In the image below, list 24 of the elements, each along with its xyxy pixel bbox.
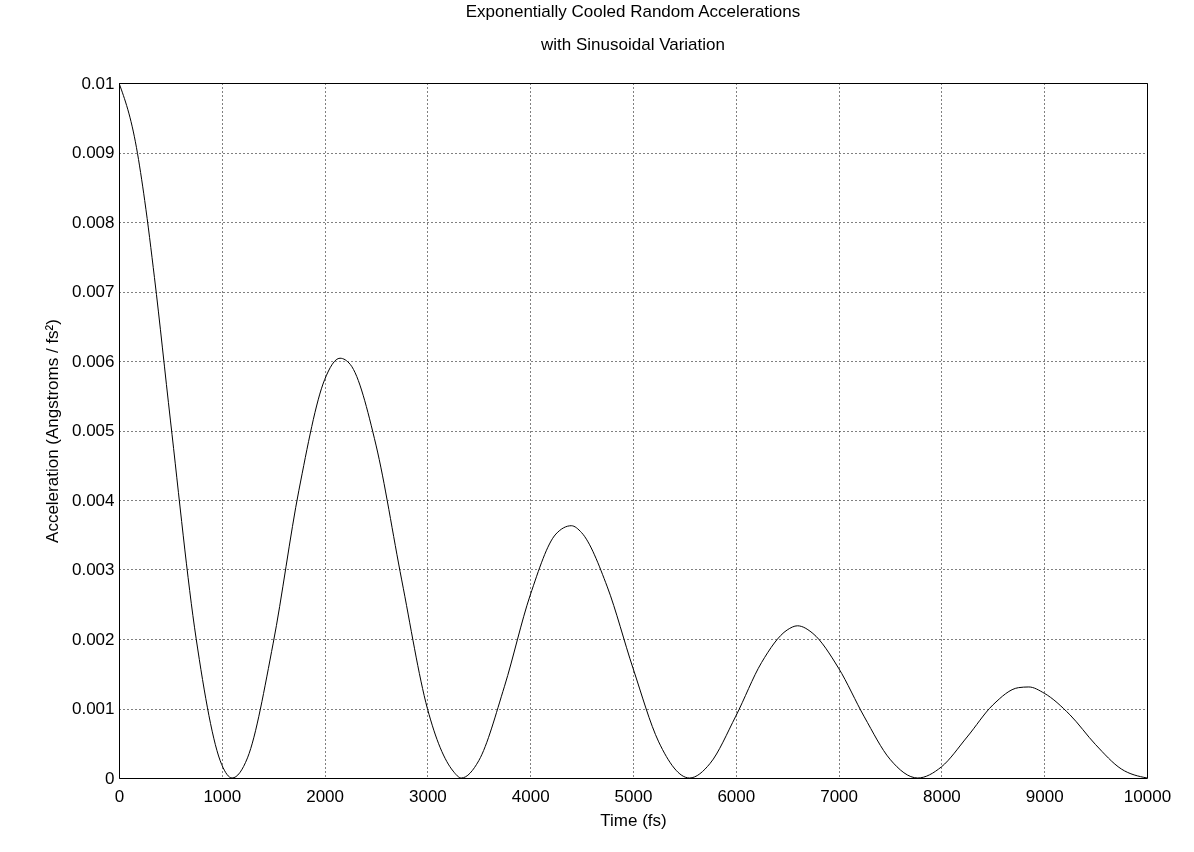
y-tick-label: 0.009: [71, 143, 115, 162]
y-tick-label: 0.008: [71, 212, 115, 232]
x-tick-label: 2000: [306, 786, 345, 806]
x-tick-label: 10000: [1123, 786, 1172, 806]
y-tick-label: 0.002: [71, 629, 115, 649]
x-tick-label: 3000: [408, 786, 447, 806]
y-tick-label: 0.005: [71, 421, 115, 440]
chart-title: Exponentially Cooled Random Accelerations with Sinusoidal Variation: [465, 2, 801, 54]
x-tick-label: 5000: [614, 786, 653, 806]
x-tick-label: 1000: [203, 786, 242, 806]
y-tick-label: 0.003: [71, 560, 115, 579]
y-tick-label: 0.001: [71, 699, 115, 718]
x-tick-label: 4000: [511, 786, 550, 806]
x-tick-label: 6000: [717, 786, 756, 806]
y-tick-label: 0.01: [81, 73, 115, 93]
y-tick-label: 0.006: [71, 351, 115, 371]
y-tick-label: 0.007: [71, 282, 115, 301]
x-tick-label: 9000: [1025, 786, 1064, 806]
y-axis-title: Acceleration (Angstroms / fs²): [42, 319, 62, 543]
x-tick-label: 8000: [922, 786, 961, 806]
x-tick-label: 7000: [820, 786, 859, 806]
x-axis-title: Time (fs): [600, 810, 667, 830]
y-tick-label: 0: [105, 768, 115, 788]
y-tick-label: 0.004: [71, 490, 115, 510]
